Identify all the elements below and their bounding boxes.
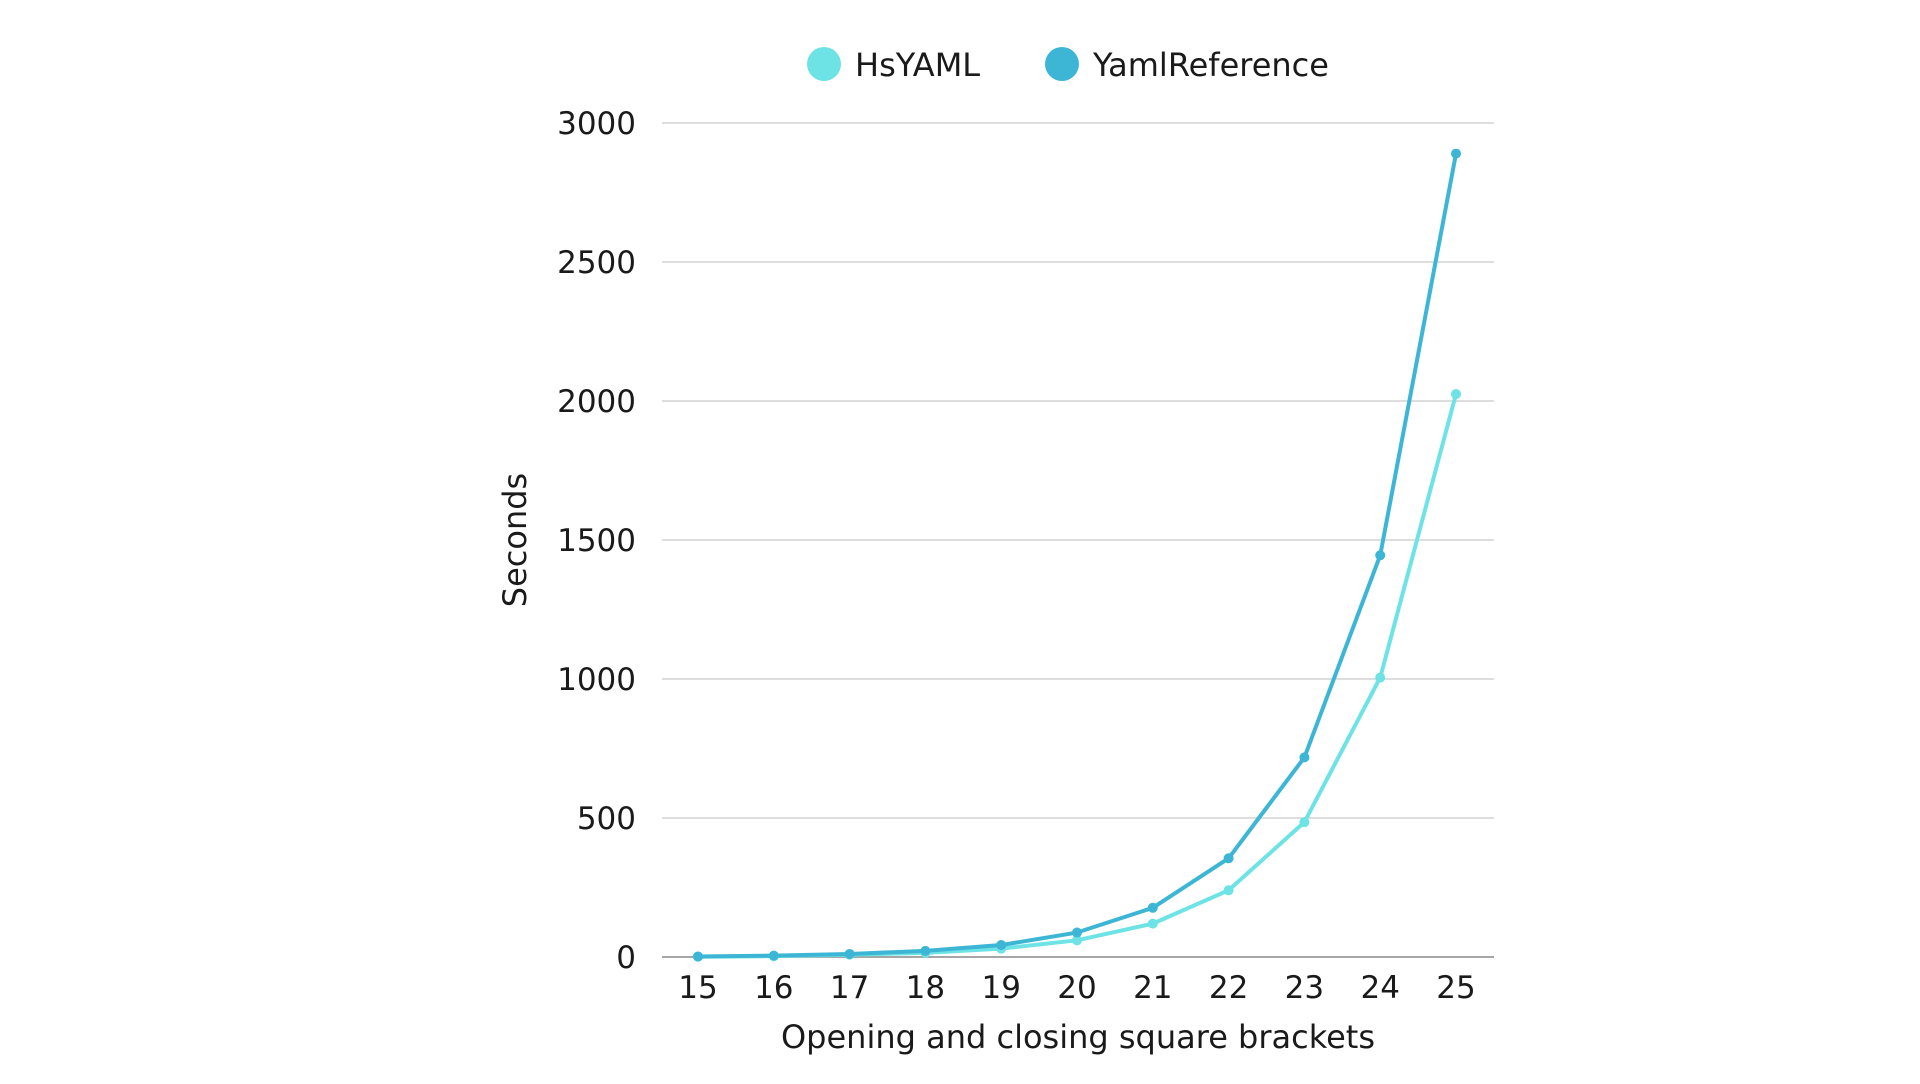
data-point xyxy=(1375,672,1386,683)
y-tick-label: 500 xyxy=(577,801,636,837)
x-tick-label: 18 xyxy=(906,970,945,1006)
legend-label: HsYAML xyxy=(855,46,980,84)
x-tick-label: 16 xyxy=(754,970,793,1006)
series-group xyxy=(693,148,1461,962)
y-tick-label: 1500 xyxy=(557,523,636,559)
series-yamlreference xyxy=(693,148,1461,962)
gridlines xyxy=(662,122,1494,819)
x-tick-label: 19 xyxy=(981,970,1020,1006)
data-point xyxy=(1072,935,1082,946)
data-point xyxy=(1451,389,1461,400)
x-tick-label: 17 xyxy=(830,970,869,1006)
data-point xyxy=(844,948,855,959)
axes: 0 500 1000 1500 2000 2500 3000 15 16 17 18 19 20 21 22… xyxy=(557,106,1494,1006)
x-tick-label: 22 xyxy=(1209,970,1248,1006)
data-point xyxy=(1223,853,1234,864)
series-line-yamlreference xyxy=(696,151,1458,959)
data-point xyxy=(1299,817,1310,828)
data-point xyxy=(1223,885,1234,896)
data-point xyxy=(1072,927,1082,938)
data-point xyxy=(768,950,779,961)
data-point xyxy=(1147,918,1158,929)
legend: HsYAML YamlReference xyxy=(807,46,1329,84)
y-axis-title: Seconds xyxy=(496,473,534,607)
data-point xyxy=(1299,752,1310,763)
x-tick-label: 23 xyxy=(1285,970,1324,1006)
legend-item-yamlreference: YamlReference xyxy=(1045,46,1329,84)
y-tick-label: 0 xyxy=(616,940,636,976)
x-tick-label: 24 xyxy=(1360,970,1399,1006)
series-hsyaml xyxy=(693,389,1461,962)
data-point xyxy=(1147,902,1158,913)
series-line-hsyaml xyxy=(696,392,1458,959)
data-point xyxy=(1375,550,1386,561)
x-tick-label: 20 xyxy=(1057,970,1096,1006)
legend-marker xyxy=(1045,47,1079,81)
data-point xyxy=(1451,148,1461,159)
data-point xyxy=(693,951,703,962)
data-point xyxy=(996,940,1007,951)
y-tick-label: 1000 xyxy=(557,662,636,698)
y-tick-label: 3000 xyxy=(557,106,636,142)
legend-marker xyxy=(807,47,841,81)
legend-label: YamlReference xyxy=(1092,46,1329,84)
x-tick-label: 25 xyxy=(1436,970,1475,1006)
y-tick-label: 2000 xyxy=(557,384,636,420)
x-tick-label: 15 xyxy=(678,970,717,1006)
data-point xyxy=(920,945,931,956)
x-axis-title: Opening and closing square brackets xyxy=(781,1018,1375,1056)
legend-item-hsyaml: HsYAML xyxy=(807,46,980,84)
x-tick-label: 21 xyxy=(1133,970,1172,1006)
y-tick-label: 2500 xyxy=(557,245,636,281)
